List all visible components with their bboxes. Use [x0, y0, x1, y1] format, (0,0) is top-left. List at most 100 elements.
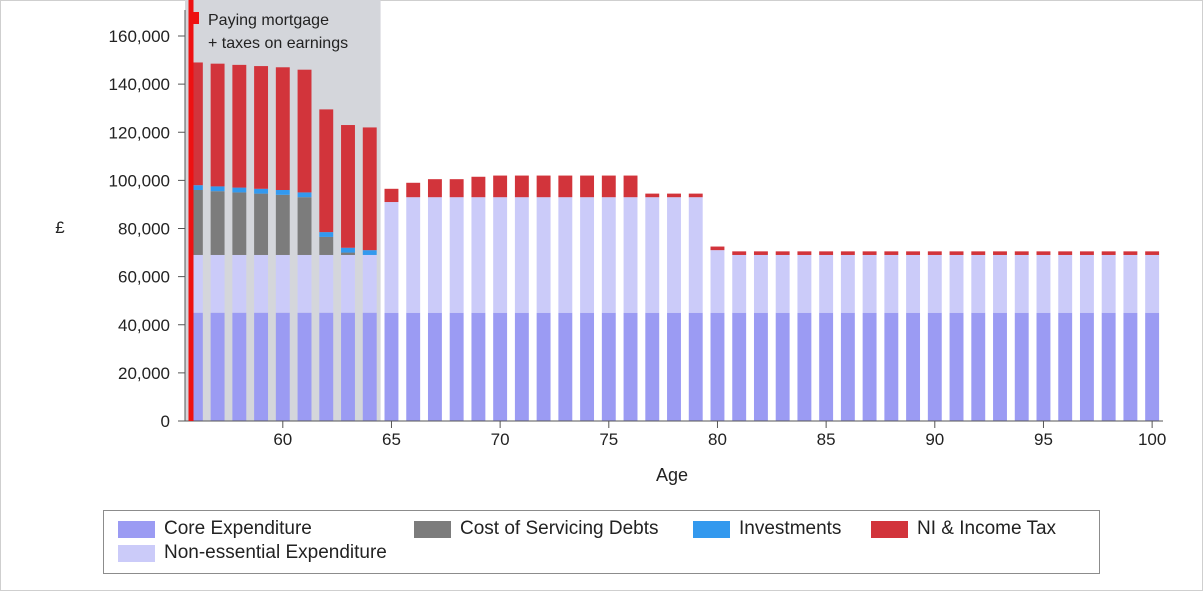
legend-swatch-core-expenditure [118, 520, 155, 538]
y-tick-label-80000: 80,000 [118, 220, 170, 239]
legend-item-cost-of-servicing-debts: Cost of Servicing Debts [414, 518, 659, 540]
x-tick-label-90: 90 [925, 430, 944, 449]
bar-segment-core-expenditure-age-89 [906, 312, 921, 421]
bar-segment-cost-of-servicing-debts-age-58 [232, 192, 247, 255]
bar-segment-ni-income-tax-age-66 [406, 182, 421, 198]
bar-segment-ni-income-tax-age-80 [710, 246, 725, 251]
bar-segment-ni-income-tax-age-92 [971, 251, 986, 255]
bar-segment-non-essential-expenditure-age-77 [645, 197, 660, 313]
bar-segment-ni-income-tax-age-65 [384, 188, 399, 203]
bar-segment-non-essential-expenditure-age-85 [819, 254, 834, 313]
bar-segment-non-essential-expenditure-age-79 [688, 197, 703, 313]
bar-segment-non-essential-expenditure-age-91 [949, 254, 964, 313]
bar-segment-cost-of-servicing-debts-age-57 [210, 191, 225, 255]
legend-swatch-ni-income-tax [871, 520, 908, 538]
bar-segment-cost-of-servicing-debts-age-60 [275, 194, 290, 255]
bar-segment-ni-income-tax-age-88 [884, 251, 899, 255]
bar-segment-cost-of-servicing-debts-age-63 [341, 252, 355, 255]
bar-segment-non-essential-expenditure-age-90 [927, 254, 942, 313]
bar-layer [188, 62, 1160, 421]
bar-segment-core-expenditure-age-84 [797, 312, 812, 421]
y-tick-label-60000: 60,000 [118, 268, 170, 287]
y-tick-label-120000: 120,000 [109, 123, 170, 142]
bar-segment-ni-income-tax-age-59 [254, 66, 269, 189]
bar-segment-investments-age-64 [362, 250, 377, 255]
annotation-layer: Paying mortgage + taxes on earnings [188, 0, 348, 421]
bar-segment-core-expenditure-age-72 [536, 312, 551, 421]
legend-item-ni-income-tax: NI & Income Tax [871, 518, 1056, 540]
y-tick-layer: 0 20,000 40,000 60,000 80,000 100,000 120,000 1… [109, 27, 185, 431]
bar-segment-core-expenditure-age-64 [362, 312, 377, 421]
x-tick-label-75: 75 [599, 430, 618, 449]
bar-segment-ni-income-tax-age-72 [536, 175, 551, 198]
bar-segment-ni-income-tax-age-70 [493, 175, 508, 198]
y-tick-label-20000: 20,000 [118, 364, 170, 383]
bar-segment-core-expenditure-age-57 [210, 312, 225, 421]
bar-segment-core-expenditure-age-65 [384, 312, 399, 421]
bar-segment-core-expenditure-age-70 [493, 312, 508, 421]
bar-segment-ni-income-tax-age-69 [471, 176, 486, 198]
bar-segment-ni-income-tax-age-71 [514, 175, 529, 198]
legend-item-non-essential-expenditure: Non-essential Expenditure [118, 542, 387, 564]
bar-segment-non-essential-expenditure-age-64 [362, 254, 377, 313]
bar-segment-core-expenditure-age-85 [819, 312, 834, 421]
bar-segment-non-essential-expenditure-age-78 [667, 197, 681, 313]
bar-segment-ni-income-tax-age-64 [362, 127, 377, 251]
bar-segment-non-essential-expenditure-age-84 [797, 254, 812, 313]
y-tick-label-160000: 160,000 [109, 27, 170, 46]
bar-segment-ni-income-tax-age-89 [906, 251, 921, 255]
bar-segment-non-essential-expenditure-age-95 [1036, 254, 1051, 313]
bar-segment-core-expenditure-age-92 [971, 312, 986, 421]
bar-segment-core-expenditure-age-94 [1014, 312, 1029, 421]
bar-segment-non-essential-expenditure-age-92 [971, 254, 986, 313]
legend-label-investments: Investments [739, 518, 842, 539]
bar-segment-ni-income-tax-age-75 [601, 175, 616, 198]
bar-segment-non-essential-expenditure-age-83 [775, 254, 790, 313]
bar-segment-core-expenditure-age-78 [667, 312, 681, 421]
y-tick-label-0: 0 [161, 412, 170, 431]
bar-segment-non-essential-expenditure-age-74 [580, 197, 595, 313]
bar-segment-non-essential-expenditure-age-88 [884, 254, 899, 313]
bar-segment-non-essential-expenditure-age-93 [993, 254, 1007, 313]
bar-segment-investments-age-61 [297, 192, 312, 198]
bar-segment-investments-age-59 [254, 188, 269, 194]
bar-segment-core-expenditure-age-68 [449, 312, 464, 421]
bar-segment-non-essential-expenditure-age-69 [471, 197, 486, 313]
bar-segment-investments-age-63 [341, 247, 355, 253]
chart-legend: Core Expenditure Non-essential Expenditu… [103, 510, 1100, 574]
bar-segment-non-essential-expenditure-age-86 [840, 254, 855, 313]
legend-swatch-non-essential-expenditure [118, 544, 155, 562]
bar-segment-core-expenditure-age-59 [254, 312, 269, 421]
bar-segment-non-essential-expenditure-age-81 [732, 254, 747, 313]
bar-segment-ni-income-tax-age-98 [1101, 251, 1116, 255]
bar-segment-non-essential-expenditure-age-65 [384, 202, 399, 313]
bar-segment-core-expenditure-age-69 [471, 312, 486, 421]
bar-segment-core-expenditure-age-63 [341, 312, 355, 421]
bar-segment-non-essential-expenditure-age-73 [558, 197, 573, 313]
bar-segment-core-expenditure-age-87 [862, 312, 877, 421]
bar-segment-investments-age-58 [232, 187, 247, 193]
legend-label-core-expenditure: Core Expenditure [164, 518, 312, 539]
bar-segment-non-essential-expenditure-age-94 [1014, 254, 1029, 313]
bar-segment-non-essential-expenditure-age-60 [275, 254, 290, 313]
legend-label-cost-of-servicing-debts: Cost of Servicing Debts [460, 518, 659, 539]
bar-segment-ni-income-tax-age-84 [797, 251, 812, 255]
bar-segment-non-essential-expenditure-age-57 [210, 254, 225, 313]
legend-label-non-essential-expenditure: Non-essential Expenditure [164, 542, 387, 563]
bar-segment-ni-income-tax-age-97 [1079, 251, 1094, 255]
bar-segment-non-essential-expenditure-age-97 [1079, 254, 1094, 313]
annotation-marker-line [188, 0, 194, 421]
bar-segment-core-expenditure-age-75 [601, 312, 616, 421]
x-axis-label: Age [656, 465, 688, 485]
bar-segment-non-essential-expenditure-age-70 [493, 197, 508, 313]
axis-layer [184, 10, 1163, 422]
bar-segment-core-expenditure-age-93 [993, 312, 1007, 421]
bar-segment-core-expenditure-age-86 [840, 312, 855, 421]
bar-segment-ni-income-tax-age-76 [623, 175, 638, 198]
bar-segment-ni-income-tax-age-82 [753, 251, 768, 255]
bar-segment-investments-age-62 [319, 232, 334, 237]
bar-segment-core-expenditure-age-98 [1101, 312, 1116, 421]
annotation-marker-square [192, 12, 199, 24]
bar-segment-ni-income-tax-age-96 [1058, 251, 1073, 255]
y-tick-label-100000: 100,000 [109, 171, 170, 190]
